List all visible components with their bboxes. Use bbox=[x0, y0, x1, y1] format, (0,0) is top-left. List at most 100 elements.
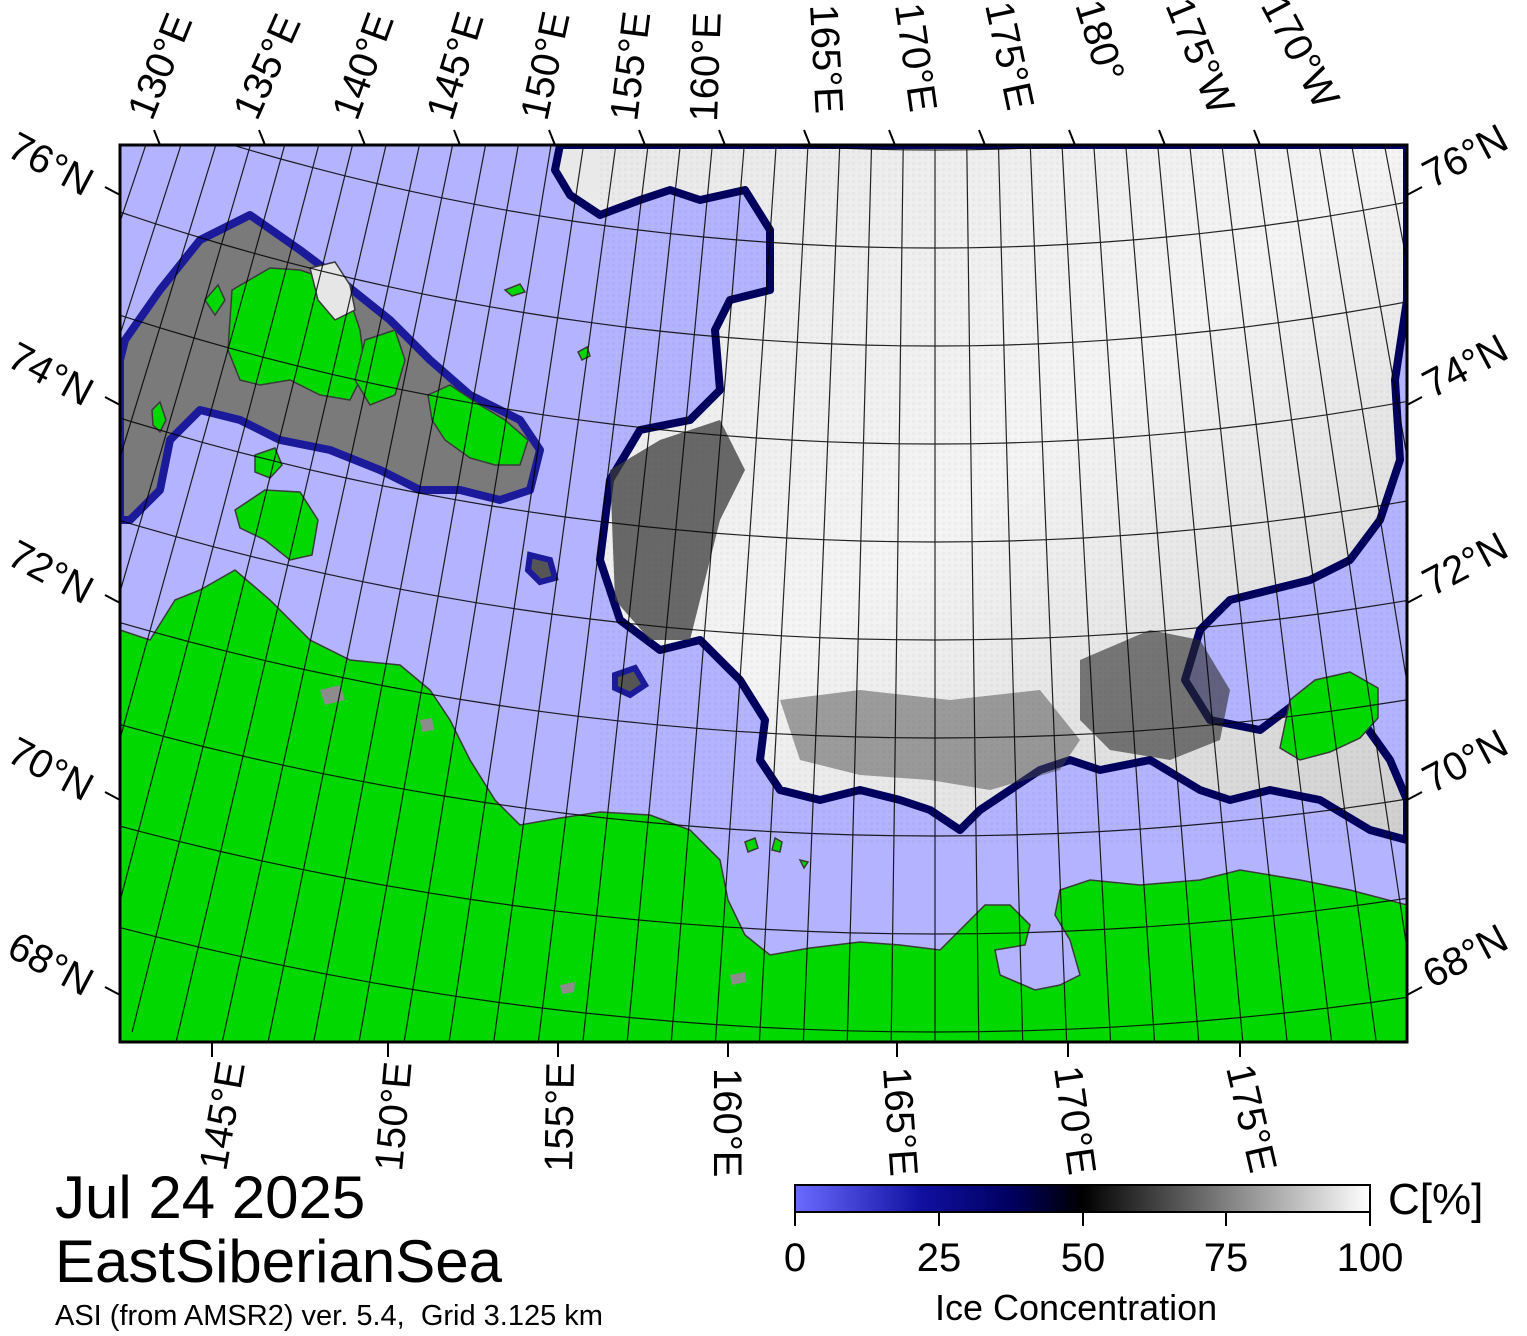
meridian-line bbox=[670, 145, 745, 1042]
right-lat-label: 68°N bbox=[1416, 916, 1516, 997]
ice-small-floe bbox=[524, 551, 559, 586]
meridian-line bbox=[1093, 145, 1156, 1042]
meridian-line bbox=[448, 145, 585, 1042]
frame-tick bbox=[1068, 129, 1076, 146]
meridian-line bbox=[1285, 145, 1407, 954]
meridian-line bbox=[0, 0, 18, 841]
top-longitude-labels: 130°E 135°E 140°E 145°E 150°E 155°E 160°E 165°E… bbox=[120, 0, 1348, 126]
frame-tick bbox=[104, 186, 121, 196]
colorbar-tick-label: 75 bbox=[1203, 1236, 1249, 1280]
frame-tick bbox=[548, 129, 556, 146]
meridian-line bbox=[493, 145, 617, 1042]
region-label: EastSiberianSea bbox=[55, 1228, 502, 1295]
meridian-line bbox=[1061, 145, 1112, 1042]
top-lon-label: 170°W bbox=[1252, 0, 1348, 116]
top-lon-label: 180° bbox=[1066, 0, 1132, 87]
colorbar-tick-label: 0 bbox=[783, 1236, 807, 1280]
meridian-line bbox=[1157, 145, 1244, 1042]
top-lon-label: 130°E bbox=[120, 7, 202, 125]
frame-tick bbox=[1406, 396, 1423, 406]
top-lon-label: 165°E bbox=[801, 3, 851, 115]
meridian-line bbox=[358, 145, 519, 1042]
frame-tick bbox=[1406, 594, 1423, 604]
left-latitude-labels: 76°N 74°N 72°N 70°N 68°N bbox=[1, 124, 101, 1005]
meridian-line bbox=[267, 145, 454, 1042]
frame-tick bbox=[258, 129, 266, 146]
meridian-line bbox=[582, 145, 681, 1042]
colorbar-tick-label: 25 bbox=[916, 1236, 962, 1280]
meridian-line bbox=[131, 145, 354, 1032]
bennett-island bbox=[503, 283, 527, 297]
meridian-line bbox=[890, 145, 904, 1042]
top-lon-label: 170°E bbox=[886, 0, 945, 114]
colorbar-title: Ice Concentration bbox=[935, 1287, 1218, 1328]
frame-tick bbox=[638, 129, 646, 146]
right-latitude-labels: 76°N 74°N 72°N 70°N 68°N bbox=[1416, 116, 1516, 997]
top-lon-label: 175°W bbox=[1157, 0, 1243, 120]
stolbovoy-island bbox=[204, 283, 226, 317]
frame-tick bbox=[718, 129, 726, 146]
frame-tick bbox=[1406, 791, 1423, 801]
meridian-line bbox=[626, 145, 713, 1042]
meridian-line bbox=[120, 145, 252, 594]
belkovsky-island bbox=[151, 400, 167, 434]
frame-tick bbox=[104, 594, 121, 604]
frame-tick bbox=[1158, 129, 1166, 146]
meridian-line bbox=[714, 145, 777, 1042]
right-lat-label: 76°N bbox=[1416, 116, 1516, 197]
frame-tick bbox=[153, 129, 161, 146]
source-label: ASI (from AMSR2) ver. 5.4, Grid 3.125 km bbox=[55, 1300, 603, 1332]
meridian-line bbox=[221, 145, 421, 1042]
meridian-line bbox=[1189, 145, 1288, 1042]
meridian-line bbox=[1125, 145, 1200, 1042]
graticule bbox=[0, 0, 1407, 1042]
meridian-line bbox=[403, 145, 552, 1042]
bear-islands bbox=[744, 836, 810, 870]
meridian-line bbox=[846, 145, 873, 1042]
frame-tick bbox=[1406, 986, 1423, 996]
top-lon-label: 135°E bbox=[225, 8, 310, 126]
right-lat-label: 72°N bbox=[1416, 524, 1516, 605]
frame-tick bbox=[888, 129, 896, 146]
frame-tick bbox=[1253, 129, 1261, 146]
meridian-line bbox=[1383, 145, 1407, 266]
bottom-longitude-labels: 145°E 150°E 155°E 160°E 165°E 170°E 175°E bbox=[192, 1058, 1285, 1178]
colorbar-gradient bbox=[794, 1184, 1371, 1213]
meridian-line bbox=[1253, 145, 1377, 1042]
map-frame bbox=[118, 143, 1409, 1044]
frame-tick bbox=[358, 129, 366, 146]
left-lat-label: 70°N bbox=[1, 729, 101, 810]
bottom-lon-label: 170°E bbox=[1045, 1063, 1104, 1177]
left-lat-label: 68°N bbox=[1, 924, 101, 1005]
meridian-line bbox=[1029, 145, 1068, 1042]
new-siberia-island bbox=[427, 384, 529, 466]
ice-dark-patch-east bbox=[1080, 630, 1230, 760]
top-lon-label: 160°E bbox=[682, 11, 730, 122]
meridian-line bbox=[1318, 145, 1407, 687]
top-lon-label: 155°E bbox=[602, 9, 659, 123]
frame-tick bbox=[453, 129, 461, 146]
meridian-line bbox=[997, 145, 1024, 1042]
left-lat-label: 72°N bbox=[1, 532, 101, 613]
right-lat-label: 70°N bbox=[1416, 721, 1516, 802]
top-lon-label: 140°E bbox=[324, 7, 403, 125]
frame-tick bbox=[104, 396, 121, 406]
ice-small-floe-2 bbox=[612, 664, 650, 699]
bottom-lon-label: 160°E bbox=[705, 1068, 749, 1177]
meridian-line bbox=[120, 145, 320, 904]
meridian-line bbox=[758, 145, 809, 1042]
meridian-line bbox=[313, 145, 487, 1042]
bottom-lon-label: 165°E bbox=[874, 1066, 926, 1178]
meridian-line bbox=[802, 145, 841, 1042]
colorbar-unit: C[%] bbox=[1388, 1175, 1484, 1224]
top-lon-label: 150°E bbox=[513, 8, 579, 124]
meridian-line bbox=[1221, 145, 1333, 1042]
mainland bbox=[120, 569, 1407, 1042]
wrangel-island bbox=[1279, 671, 1379, 761]
bottom-lon-label: 145°E bbox=[192, 1058, 254, 1173]
meridian-line bbox=[175, 145, 387, 1042]
left-lat-label: 74°N bbox=[1, 334, 101, 415]
lyakhovsky-island bbox=[234, 489, 319, 561]
bottom-lon-label: 155°E bbox=[537, 1062, 583, 1172]
